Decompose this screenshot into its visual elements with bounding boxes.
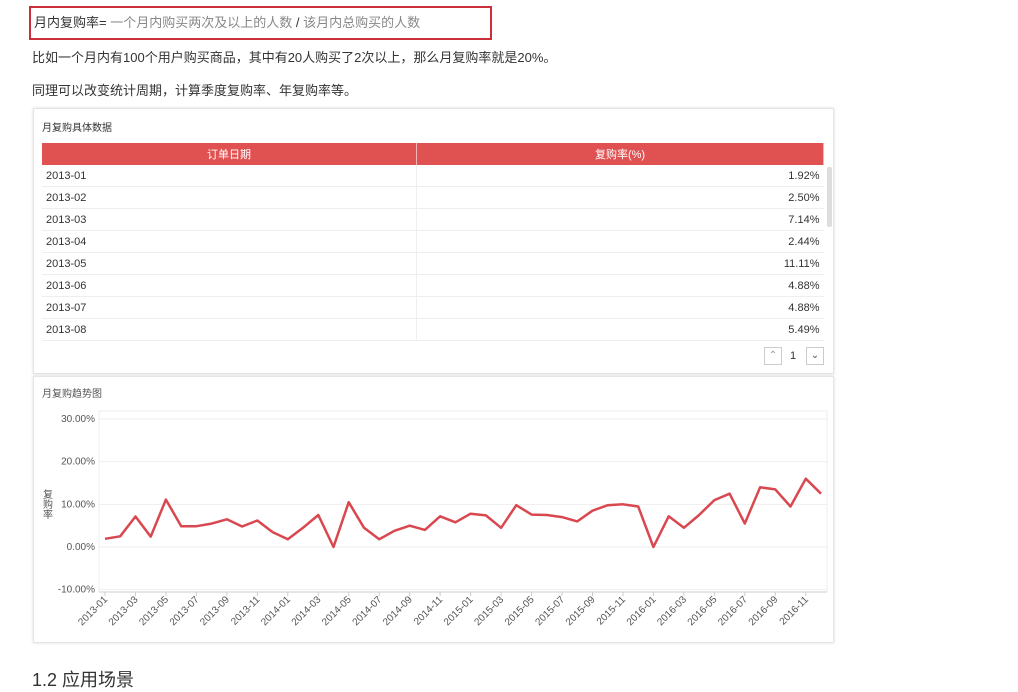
next-page[interactable]: ⌄: [806, 347, 824, 365]
y-tick-label: 20.00%: [61, 457, 95, 468]
section-heading: 1.2 应用场景: [32, 670, 135, 690]
x-tick-label: 2013-07: [168, 594, 202, 628]
table-row: 2013-06 4.88%: [42, 274, 824, 297]
y-tick-label: 0.00%: [67, 542, 95, 553]
data-table: 订单日期 复购率(%) 2013-01 1.92% 2013-02 2.50% 2013…: [42, 143, 824, 341]
x-tick-label: 2015-01: [442, 594, 476, 628]
x-tick-label: 2015-07: [533, 594, 567, 628]
table-row: 2013-01 1.92%: [42, 165, 824, 187]
table-title: 月复购具体数据: [42, 123, 112, 134]
x-tick-label: 2015-11: [595, 594, 629, 628]
x-tick-label: 2014-09: [381, 594, 415, 628]
denominator: 该月内总购买的人数: [303, 15, 421, 30]
x-tick-label: 2013-01: [76, 594, 110, 628]
x-tick-label: 2016-03: [655, 594, 689, 628]
numerator: 一个月内购买两次及以上的人数: [110, 15, 293, 30]
chart: 月复购趋势图 30.00% 20.00% 10.00% 0.00% -10.00% 复购率…: [41, 387, 828, 628]
x-tick-label: 2014-05: [320, 594, 354, 628]
paragraph: 比如一个月内有100个用户购买商品，其中有20人购买了2次以上，那么月复购率就是…: [32, 50, 557, 65]
table-panel: 月复购具体数据 订单日期 复购率(%) 2013-01 1.92% 2013-02 2…: [33, 108, 834, 374]
x-tick-label: 2013-03: [107, 594, 141, 628]
x-tick-label: 2016-01: [625, 594, 659, 628]
table-cell: 2013-01: [42, 165, 417, 187]
x-tick-label: 2016-07: [716, 594, 750, 628]
x-tick-label: 2015-05: [503, 594, 537, 628]
table-cell: 2013-05: [42, 252, 417, 275]
chart-panel: 月复购趋势图 30.00% 20.00% 10.00% 0.00% -10.00% 复购率…: [33, 376, 834, 643]
table-cell: 11.11%: [416, 252, 824, 275]
x-tick-label: 2014-01: [259, 594, 293, 628]
y-tick-label: 10.00%: [61, 499, 95, 510]
table-row: 2013-08 5.49%: [42, 318, 824, 341]
x-tick-label: 2016-05: [686, 594, 720, 628]
scrollbar[interactable]: [827, 167, 832, 227]
table-cell: 2.44%: [416, 230, 824, 253]
table-cell: 4.88%: [416, 296, 824, 319]
table-row: 2013-07 4.88%: [42, 296, 824, 319]
table-cell: 2013-03: [42, 208, 417, 231]
table-cell: 2013-08: [42, 318, 417, 341]
table-cell: 4.88%: [416, 274, 824, 297]
column-header[interactable]: 订单日期: [42, 143, 418, 165]
table-cell: 2013-04: [42, 230, 417, 253]
y-axis-label: 复购率: [41, 488, 53, 520]
table-cell: 2013-02: [42, 186, 417, 209]
y-tick-label: -10.00%: [58, 585, 95, 596]
table-row: 2013-03 7.14%: [42, 208, 824, 231]
table-cell: 1.92%: [416, 165, 824, 187]
x-tick-label: 2013-09: [198, 594, 232, 628]
x-tick-label: 2016-11: [778, 594, 812, 628]
table-cell: 2013-06: [42, 274, 417, 297]
table-cell: 2.50%: [416, 186, 824, 209]
table-row: 2013-02 2.50%: [42, 186, 824, 209]
x-tick-label: 2015-09: [564, 594, 598, 628]
x-tick-label: 2015-03: [472, 594, 506, 628]
y-tick-label: 30.00%: [61, 414, 95, 425]
table-row: 2013-05 11.11%: [42, 252, 824, 275]
column-header[interactable]: 复购率(%): [416, 143, 824, 165]
x-tick-label: 2014-07: [351, 594, 385, 628]
formula: 月内复购率= 一个月内购买两次及以上的人数 / 该月内总购买的人数: [29, 6, 492, 40]
table-cell: 5.49%: [416, 318, 824, 341]
data-line: [104, 477, 822, 549]
x-tick-label: 2014-11: [412, 594, 446, 628]
plot-border: [98, 410, 828, 593]
x-tick-label: 2014-03: [290, 594, 324, 628]
page-number: 1: [790, 350, 797, 362]
paragraph: 同理可以改变统计周期，计算季度复购率、年复购率等。: [32, 83, 358, 98]
prev-page[interactable]: ⌃: [764, 347, 782, 365]
x-tick-label: 2016-09: [747, 594, 781, 628]
x-tick-label: 2013-05: [137, 594, 171, 628]
divider: /: [295, 15, 300, 30]
table-cell: 2013-07: [42, 296, 417, 319]
chart-title: 月复购趋势图: [42, 387, 102, 400]
formula-label: 月内复购率=: [34, 15, 107, 30]
x-tick-label: 2013-11: [229, 594, 263, 628]
table-row: 2013-04 2.44%: [42, 230, 824, 253]
table-cell: 7.14%: [416, 208, 824, 231]
table-body: 2013-01 1.92% 2013-02 2.50% 2013-03 7.14% 2013…: [42, 165, 824, 341]
